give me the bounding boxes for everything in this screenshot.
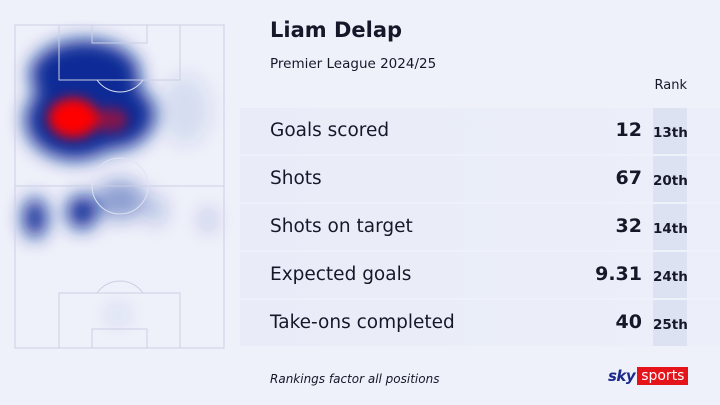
pitch-lines xyxy=(14,24,225,349)
heatmap xyxy=(23,40,216,325)
stat-value: 32 xyxy=(615,215,642,237)
footnote: Rankings factor all positions xyxy=(270,372,440,386)
stat-row: Goals scored 12 13th xyxy=(240,108,720,154)
stat-row: Expected goals 9.31 24th xyxy=(240,252,720,298)
stat-label: Shots xyxy=(270,168,322,189)
stat-label: Shots on target xyxy=(270,216,413,237)
stat-rank: 20th xyxy=(653,156,688,202)
stat-rank: 25th xyxy=(653,300,688,346)
stat-value: 9.31 xyxy=(595,263,642,285)
stat-value: 67 xyxy=(615,167,642,189)
stat-label: Goals scored xyxy=(270,120,390,141)
stat-label: Take-ons completed xyxy=(270,312,455,333)
stat-label: Expected goals xyxy=(270,264,412,285)
stat-rank: 13th xyxy=(653,108,688,154)
competition: Premier League 2024/25 xyxy=(270,56,437,72)
stat-rank: 24th xyxy=(653,252,688,298)
stat-value: 40 xyxy=(615,311,642,333)
stat-row: Shots 67 20th xyxy=(240,156,720,202)
rank-header: Rank xyxy=(654,78,687,93)
stat-row: Take-ons completed 40 25th xyxy=(240,300,720,346)
stat-rank: 14th xyxy=(653,204,688,250)
logo-sports: sports xyxy=(637,367,689,385)
logo-sky: sky xyxy=(608,367,636,385)
stat-value: 12 xyxy=(615,119,642,141)
heatmap-pitch xyxy=(14,24,225,349)
player-name: Liam Delap xyxy=(270,18,403,42)
sky-sports-logo: sky sports xyxy=(608,367,689,385)
stat-row: Shots on target 32 14th xyxy=(240,204,720,250)
